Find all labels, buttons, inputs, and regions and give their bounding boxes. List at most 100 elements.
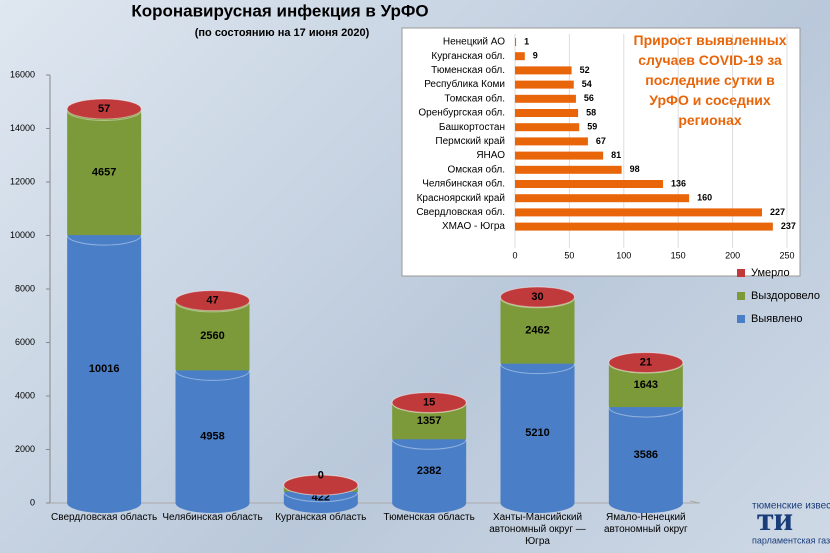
y-tick-label: Красноярский край [417,193,505,204]
cylinder-top [500,286,575,308]
y-tick-label: Оренбургская обл. [418,107,505,119]
value-label: 10016 [89,363,120,375]
y-tick-label: ЯНАО [476,150,505,161]
bar [515,180,663,188]
y-tick-label: Башкортостан [439,122,505,133]
y-tick-label: Омская обл. [448,163,505,175]
value-label: 136 [671,178,686,188]
value-label: 5210 [525,427,549,439]
y-tick-label: 14000 [10,123,35,133]
y-tick-label: 2000 [15,444,35,454]
x-tick-label: 0 [512,250,517,260]
y-tick-label: Свердловская обл. [416,206,505,218]
bar [515,66,572,75]
y-tick-label: Ненецкий АО [443,37,505,48]
value-label: 4958 [200,431,224,443]
bar [515,222,773,231]
value-label: 58 [586,107,596,117]
value-label: 2382 [417,465,441,477]
cylinder-top [283,474,359,496]
value-label: 1 [524,36,529,46]
value-label: 3586 [634,449,658,461]
y-tick-label: ХМАО - Югра [442,221,505,232]
value-label: 1643 [634,379,658,391]
legend-swatch [737,269,745,277]
bar-segment [392,439,467,503]
bar [515,165,622,174]
bar-segment [500,363,575,503]
y-tick-label: 10000 [10,230,35,240]
chart-title: Коронавирусная инфекция в УрФО [131,1,428,20]
value-label: 15 [423,396,435,408]
x-tick-label: Тюменская область [383,512,475,523]
x-tick-label: Челябинская область [162,512,263,523]
y-tick-label: Курганская обл. [431,50,505,62]
x-tick-label: 100 [616,250,631,260]
cylinder-top [175,290,250,312]
bar [515,151,604,160]
bar-segment [608,407,683,503]
x-tick-label: Ханты-Мансийский автономный округ — Югра [489,512,586,547]
bar [515,109,579,117]
bar-segment [67,110,142,236]
value-label: 227 [770,207,785,217]
value-label: 56 [584,93,594,103]
y-tick-label: 4000 [15,390,35,400]
y-tick-label: 0 [30,497,35,507]
value-label: 21 [640,356,652,368]
bar [515,52,525,61]
bar [515,94,576,103]
bar [515,194,690,203]
bar [515,123,580,132]
value-label: 2462 [525,325,549,337]
value-label: 59 [587,122,597,132]
cylinder-top [391,392,467,414]
y-tick-label: 8000 [15,283,35,293]
bar [515,208,762,217]
value-label: 4657 [92,167,116,179]
value-label: 1357 [417,415,441,427]
value-label: 237 [781,221,796,231]
legend-swatch [737,292,745,300]
legend-label: Умерло [751,267,790,279]
value-label: 160 [697,193,712,203]
x-tick-label: Свердловская область [51,512,158,523]
x-tick-label: 250 [779,250,794,260]
y-tick-label: 12000 [10,176,35,186]
x-tick-label: 150 [671,250,686,260]
legend-swatch [737,315,745,323]
value-label: 57 [98,103,110,115]
value-label: 52 [580,65,590,75]
logo-bottom: парламентская газета [752,535,830,545]
bar-segment [175,301,250,371]
chart-subtitle: (по состоянию на 17 июня 2020) [195,27,370,39]
legend-label: Выздоровело [751,290,820,302]
cylinder-top [608,352,684,374]
floor [50,500,701,504]
value-label: 81 [611,150,621,160]
bar-segment [67,235,142,503]
x-tick-label: 200 [725,250,740,260]
logo-letters: ти [757,501,793,538]
bar-segment [500,297,575,364]
y-tick-label: Пермский край [435,136,505,147]
bar [515,38,517,46]
y-tick-label: Томская обл. [444,92,505,104]
value-label: 98 [630,164,640,174]
value-label: 67 [596,136,606,146]
x-tick-label: Курганская область [275,512,367,523]
bar [515,80,574,89]
x-tick-label: 50 [564,250,574,260]
bar-segment [175,370,250,503]
value-label: 54 [582,79,592,89]
value-label: 2560 [200,330,224,342]
value-label: 47 [206,295,218,307]
y-tick-label: 16000 [10,69,35,79]
logo-top: тюменские известия [752,501,830,512]
cylinder-top [66,98,142,120]
y-tick-label: 6000 [15,337,35,347]
legend-label: Выявлено [751,313,803,325]
y-tick-label: Республика Коми [424,78,505,90]
